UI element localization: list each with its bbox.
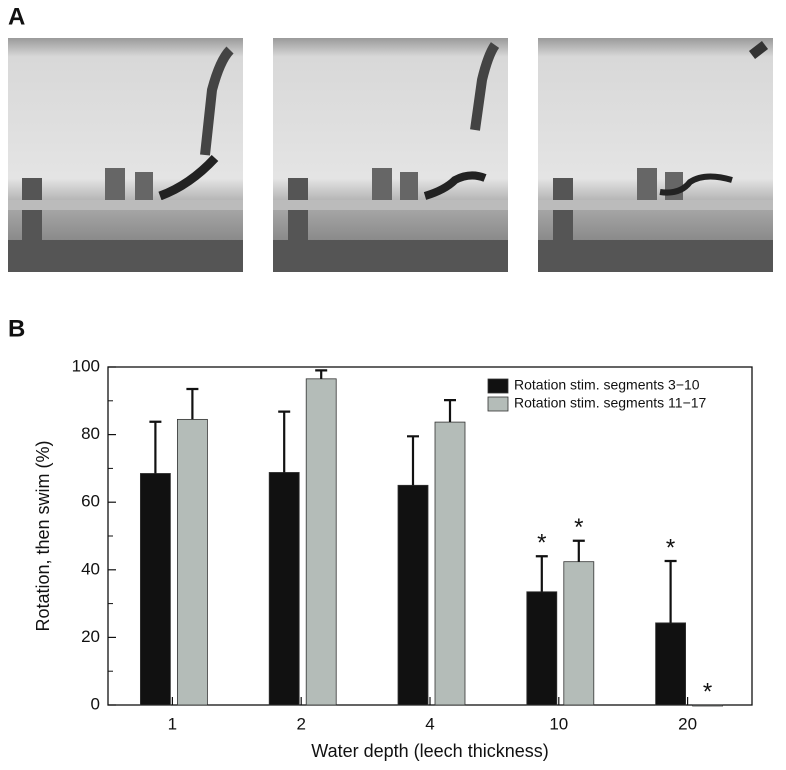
legend-swatch bbox=[487, 396, 509, 412]
error-bar bbox=[315, 369, 328, 379]
y-tick-label: 60 bbox=[81, 492, 100, 511]
bar bbox=[434, 421, 466, 706]
legend-label: Rotation stim. segments 3−10 bbox=[514, 377, 700, 393]
significance-marker: * bbox=[666, 534, 675, 561]
error-bar bbox=[444, 399, 456, 423]
panel-label: A bbox=[8, 3, 25, 30]
x-tick-label: 4 bbox=[425, 714, 434, 733]
x-tick-label: 2 bbox=[296, 714, 305, 733]
y-tick-label: 80 bbox=[81, 424, 100, 443]
bar bbox=[526, 591, 558, 706]
error-bar bbox=[535, 555, 548, 592]
x-tick-label: 20 bbox=[678, 714, 697, 733]
error-bar bbox=[278, 410, 291, 473]
bar bbox=[563, 561, 595, 706]
y-tick-label: 40 bbox=[81, 559, 100, 578]
legend-swatch bbox=[487, 378, 509, 394]
error-bar bbox=[407, 435, 419, 486]
photo bbox=[538, 38, 773, 272]
bar bbox=[139, 473, 171, 706]
bar bbox=[397, 484, 429, 706]
bar bbox=[176, 418, 208, 706]
bar bbox=[268, 472, 300, 706]
error-bar bbox=[186, 387, 199, 420]
bar bbox=[692, 704, 723, 707]
y-axis-label: Rotation, then swim (%) bbox=[33, 440, 53, 631]
significance-marker: * bbox=[574, 514, 583, 541]
x-axis-label: Water depth (leech thickness) bbox=[311, 741, 548, 761]
significance-marker: * bbox=[537, 530, 546, 557]
bar bbox=[305, 378, 337, 706]
error-bar bbox=[149, 420, 162, 474]
y-tick-label: 0 bbox=[91, 694, 100, 713]
x-tick-label: 10 bbox=[549, 714, 568, 733]
panel-label: B bbox=[8, 315, 25, 342]
y-tick-label: 20 bbox=[81, 627, 100, 646]
error-bar bbox=[664, 559, 677, 623]
error-bar bbox=[572, 539, 585, 562]
y-tick-label: 100 bbox=[72, 356, 100, 375]
photo bbox=[273, 38, 508, 272]
significance-marker: * bbox=[703, 678, 712, 705]
x-tick-label: 1 bbox=[168, 714, 177, 733]
photo bbox=[8, 38, 243, 272]
bar bbox=[655, 622, 686, 706]
legend-label: Rotation stim. segments 11−17 bbox=[514, 395, 707, 411]
